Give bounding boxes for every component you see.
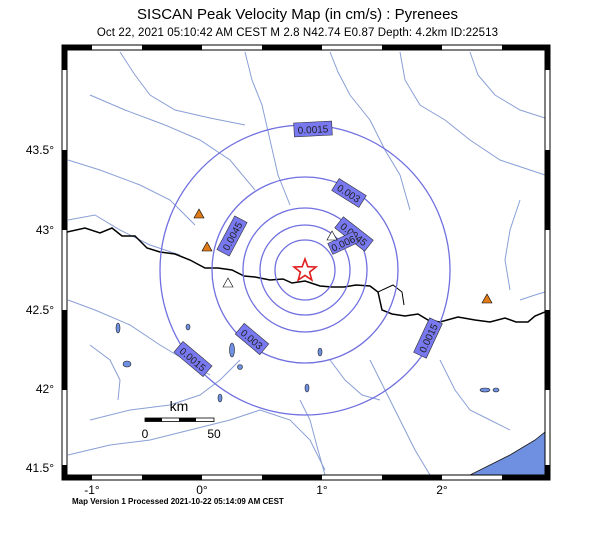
contour-0.0045	[242, 207, 368, 333]
station-triangle	[222, 277, 234, 288]
scale-bar: km 0 50	[142, 398, 221, 441]
y-tick-label: 42.5°	[26, 303, 54, 317]
x-tick-label: 2°	[436, 483, 448, 497]
map-footer: Map Version 1 Processed 2021-10-22 05:14…	[72, 497, 284, 506]
x-tick-label: -1°	[84, 483, 100, 497]
sea-area	[469, 431, 545, 475]
y-tick-label: 41.5°	[26, 461, 54, 475]
y-tick-label: 43°	[36, 223, 54, 237]
y-tick-label: 42°	[36, 382, 54, 396]
map-subtitle: Oct 22, 2021 05:10:42 AM CEST M 2.8 N42.…	[96, 27, 499, 39]
scale-bar-start: 0	[142, 427, 149, 441]
y-tick-label: 43.5°	[26, 143, 54, 157]
map-title: SISCAN Peak Velocity Map (in cm/s) : Pyr…	[137, 6, 458, 23]
scale-bar-title: km	[170, 398, 189, 414]
epicenter-star	[291, 256, 319, 282]
station-triangle	[193, 208, 205, 219]
station-triangle	[481, 293, 493, 304]
x-axis-ticks: -1° 0° 1° 2°	[84, 483, 448, 497]
contour-label: 0.0015	[298, 124, 330, 137]
y-axis-ticks: 43.5° 43° 42.5° 42° 41.5°	[26, 143, 54, 475]
contour-0.0075	[274, 239, 336, 301]
contour-0.006	[259, 224, 351, 316]
pgv-contours	[159, 124, 451, 416]
x-tick-label: 1°	[316, 483, 328, 497]
lakes	[115, 322, 500, 403]
station-triangle	[326, 230, 338, 241]
national-border	[67, 227, 545, 323]
contour-0.003	[211, 176, 399, 364]
x-tick-label: 0°	[196, 483, 208, 497]
rivers	[67, 51, 545, 475]
map-frame	[61, 44, 551, 481]
station-triangle	[201, 241, 213, 252]
scale-bar-end: 50	[207, 427, 221, 441]
map-area: 0.0015 0.003 0.0045 0.0045 0.006 0.003	[67, 50, 545, 475]
stations	[193, 208, 493, 304]
